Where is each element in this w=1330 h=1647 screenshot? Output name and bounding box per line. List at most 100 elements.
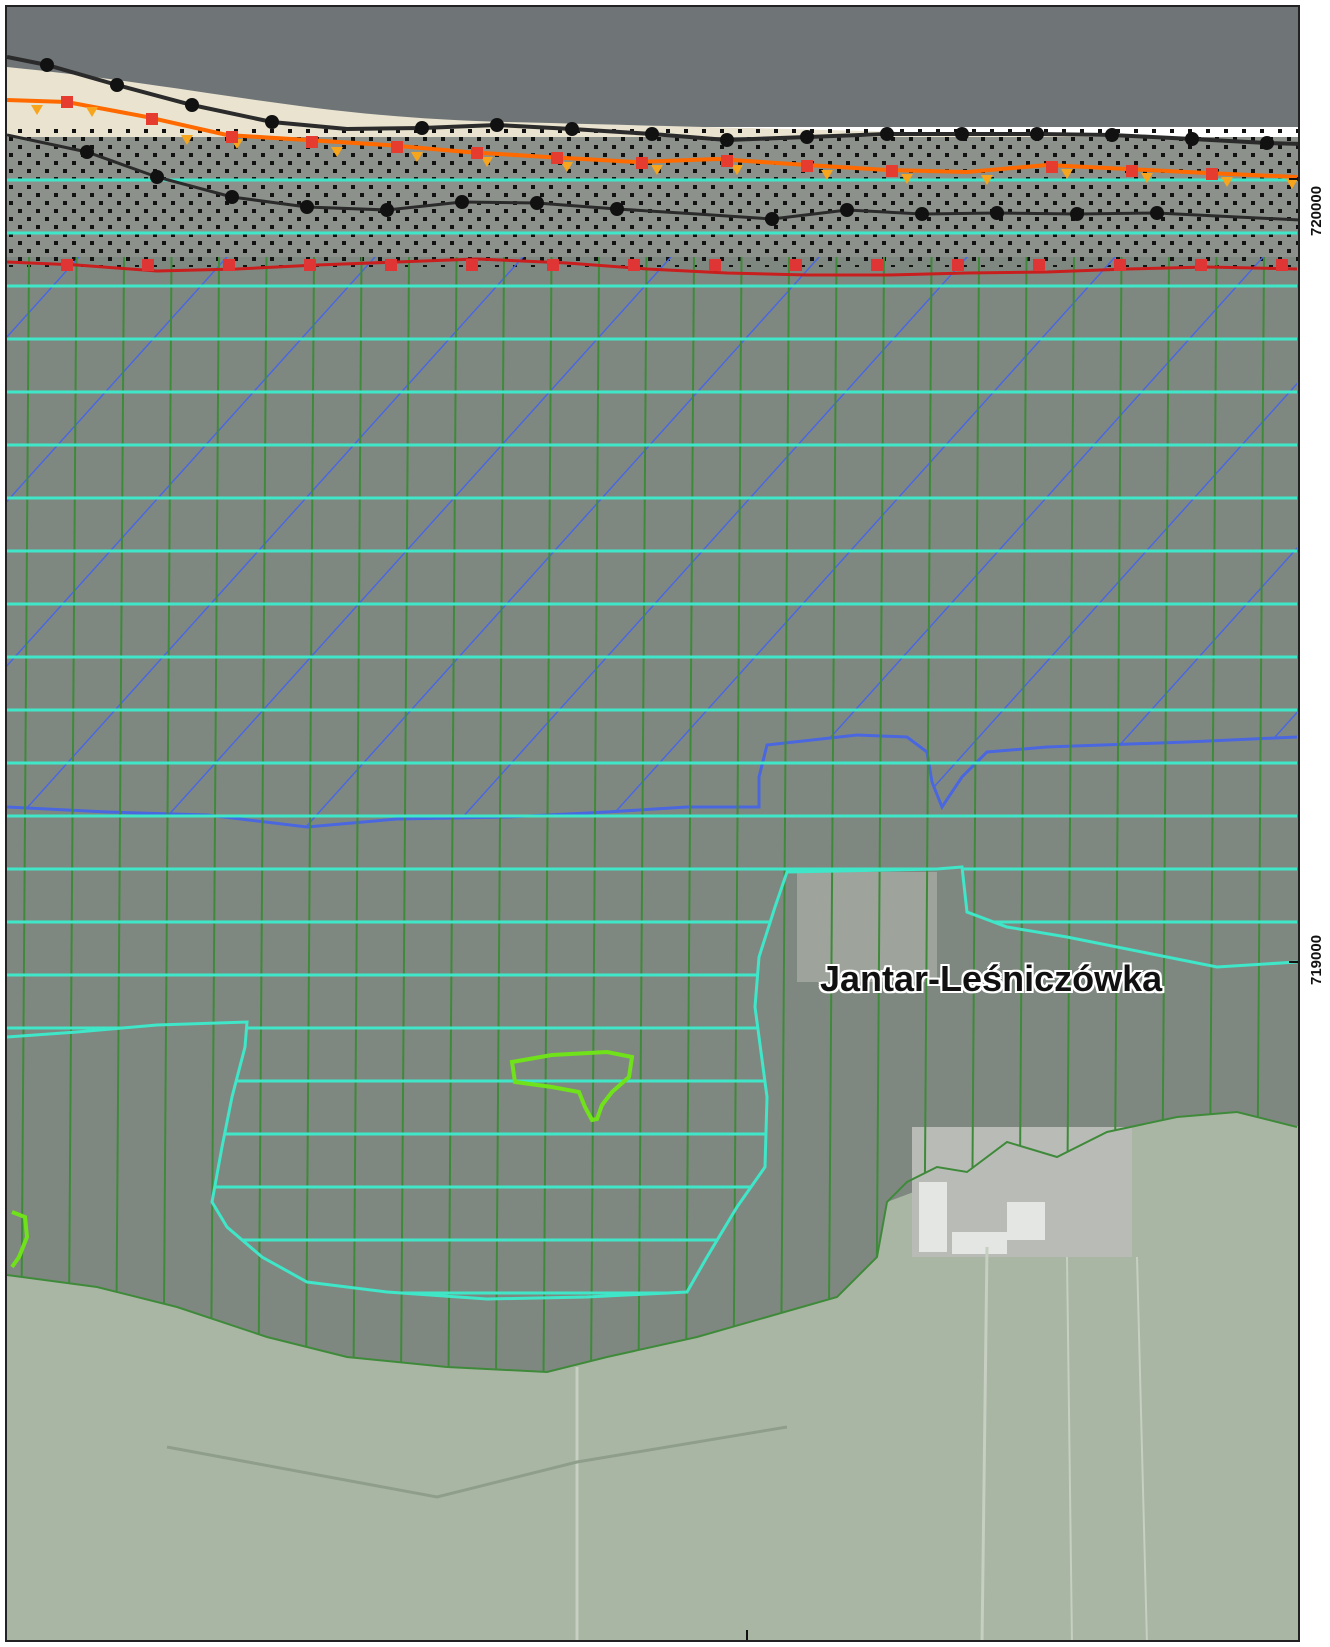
black-dot-marker — [720, 133, 734, 147]
black-dot-marker — [800, 130, 814, 144]
field-track — [1136, 1256, 1148, 1640]
red-square-marker — [1114, 259, 1126, 271]
orange-triangle-marker — [901, 174, 913, 184]
orange-square-marker — [551, 152, 563, 164]
orange-triangle-marker — [481, 157, 493, 167]
orange-square-marker — [61, 96, 73, 108]
orange-triangle-marker — [1286, 179, 1298, 189]
black-dot-marker — [110, 78, 124, 92]
grid-label-720000: 720000 — [1308, 185, 1325, 236]
orange-square-marker — [1206, 168, 1218, 180]
map-canvas — [7, 7, 1298, 1640]
orange-triangle-marker — [561, 162, 573, 172]
orange-square-marker — [636, 157, 648, 169]
blue-zone-boundary — [7, 733, 1298, 829]
black-dot-marker — [530, 196, 544, 210]
black-dot-marker — [990, 206, 1004, 220]
field-boundary — [166, 1425, 788, 1499]
black-dot-marker — [1150, 206, 1164, 220]
red-square-marker — [952, 259, 964, 271]
orange-triangle-marker — [821, 170, 833, 180]
grid-label-719000: 719000 — [1308, 934, 1325, 985]
forest-boundary — [7, 1110, 1298, 1374]
black-dot-marker — [490, 118, 504, 132]
black-dot-marker — [300, 200, 314, 214]
orange-triangle-marker — [181, 135, 193, 145]
orange-square-marker — [226, 131, 238, 143]
black-dot-marker — [565, 122, 579, 136]
black-dot-marker — [840, 203, 854, 217]
red-square-marker — [1195, 259, 1207, 271]
black-dot-line-lower — [7, 133, 1298, 222]
red-square-marker — [871, 259, 883, 271]
orange-triangle-marker — [1141, 173, 1153, 183]
black-dot-markers — [40, 58, 1274, 226]
dotted-zone — [7, 127, 1298, 267]
black-dot-marker — [40, 58, 54, 72]
black-dot-marker — [150, 170, 164, 184]
red-square-marker — [304, 259, 316, 271]
red-square-marker — [628, 259, 640, 271]
black-dot-marker — [915, 207, 929, 221]
red-square-marker — [223, 259, 235, 271]
camp-area — [797, 872, 937, 982]
map-frame — [5, 5, 1300, 1642]
red-square-marker — [709, 259, 721, 271]
red-square-marker — [1033, 259, 1045, 271]
orange-square-marker — [146, 113, 158, 125]
black-dot-marker — [380, 203, 394, 217]
black-dot-marker — [455, 195, 469, 209]
orange-triangle-marker — [411, 152, 423, 162]
black-dot-marker — [185, 98, 199, 112]
orange-square-marker — [1046, 161, 1058, 173]
orange-square-marker — [721, 155, 733, 167]
black-dot-marker — [1030, 127, 1044, 141]
red-square-marker — [547, 259, 559, 271]
building — [952, 1232, 1007, 1254]
black-dot-marker — [265, 115, 279, 129]
red-square-markers — [61, 259, 1288, 271]
red-square-marker — [790, 259, 802, 271]
black-dot-marker — [1070, 207, 1084, 221]
black-dot-marker — [1105, 128, 1119, 142]
lime-outline-feature — [509, 1049, 635, 1123]
red-square-marker — [1276, 259, 1288, 271]
black-dot-marker — [80, 145, 94, 159]
orange-triangle-marker — [981, 175, 993, 185]
black-dot-marker — [1185, 132, 1199, 146]
orange-square-marker — [1126, 165, 1138, 177]
black-dot-marker — [610, 202, 624, 216]
orange-triangle-marker — [731, 165, 743, 175]
orange-triangle-marker — [86, 107, 98, 117]
orange-square-marker — [801, 160, 813, 172]
black-dot-marker — [1260, 136, 1274, 150]
cyan-zone-boundary — [7, 865, 1298, 1301]
orange-square-marker — [471, 147, 483, 159]
red-square-marker — [61, 259, 73, 271]
red-boundary-line — [7, 257, 1298, 277]
orange-square-marker — [306, 136, 318, 148]
building — [1007, 1202, 1045, 1240]
black-dot-marker — [765, 212, 779, 226]
orange-triangle-marker — [31, 105, 43, 115]
building — [919, 1182, 947, 1252]
orange-triangle-marker — [1221, 177, 1233, 187]
place-label: Jantar-Leśniczówka — [820, 958, 1163, 999]
black-dot-marker — [880, 127, 894, 141]
red-square-marker — [142, 259, 154, 271]
black-dot-marker — [955, 127, 969, 141]
black-dot-marker — [225, 190, 239, 204]
blue-hatch-zone — [7, 257, 1297, 827]
orange-triangle-markers — [31, 96, 1298, 189]
red-square-marker — [466, 259, 478, 271]
red-square-marker — [385, 259, 397, 271]
orange-triangle-marker — [651, 165, 663, 175]
orange-square-marker — [391, 141, 403, 153]
field-track — [1066, 1256, 1073, 1640]
orange-triangle-marker — [1061, 169, 1073, 179]
orange-triangle-marker — [331, 147, 343, 157]
field-track — [980, 1246, 989, 1640]
black-dot-marker — [645, 127, 659, 141]
black-dot-marker — [415, 121, 429, 135]
orange-square-marker — [886, 165, 898, 177]
